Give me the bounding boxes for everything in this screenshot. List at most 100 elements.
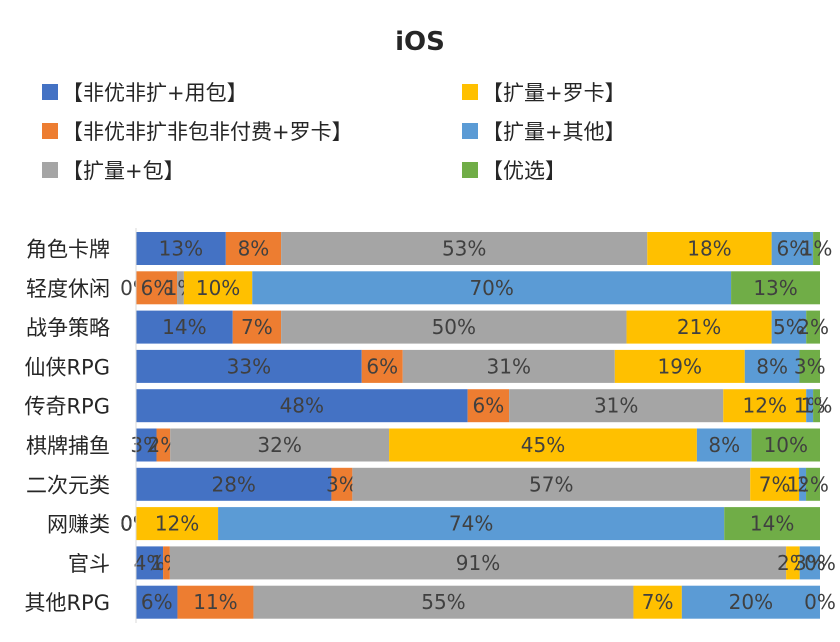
bar-segment-series-4 <box>750 467 800 501</box>
legend-swatch-series-6 <box>462 162 478 178</box>
bar-segment-series-6 <box>731 271 820 305</box>
bar-segment-series-2 <box>156 428 171 462</box>
data-label-series-5: 74% <box>449 512 493 536</box>
bar-segment-series-3 <box>402 349 615 383</box>
bar-segment-series-4 <box>723 389 807 423</box>
data-label-series-2: 6% <box>141 276 173 300</box>
bar-segment-series-4 <box>633 585 682 619</box>
bar-segment-series-5 <box>218 507 725 541</box>
category-label: 战争策略 <box>26 316 110 340</box>
bar-segment-series-5 <box>696 428 752 462</box>
data-label-series-6: 3% <box>794 354 826 378</box>
bar-segment-series-4 <box>626 310 772 344</box>
bar-segment-series-4 <box>647 232 772 265</box>
data-label-series-1: 6% <box>141 590 173 614</box>
data-label-series-1: 13% <box>159 237 203 261</box>
bar-segment-series-1 <box>136 585 178 619</box>
data-label-series-4: 7% <box>642 590 674 614</box>
bar-segment-series-4 <box>786 546 800 580</box>
bar-segment-series-5 <box>771 232 814 265</box>
bar-segment-series-4 <box>183 271 253 305</box>
data-label-series-4: 12% <box>155 512 199 536</box>
bar-segment-series-6 <box>813 389 820 423</box>
category-label: 棋牌捕鱼 <box>26 434 110 458</box>
data-label-series-1: 4% <box>134 551 166 575</box>
data-label-series-6: 13% <box>753 276 797 300</box>
data-label-series-3: 32% <box>257 433 301 457</box>
data-label-series-1: 48% <box>280 394 324 418</box>
data-label-series-4: 45% <box>521 433 565 457</box>
data-label-series-2: 6% <box>472 394 504 418</box>
data-label-series-6: 14% <box>750 512 794 536</box>
category-label: 传奇RPG <box>24 395 110 419</box>
data-label-series-5: 8% <box>708 433 740 457</box>
category-label: 轻度休闲 <box>26 277 110 301</box>
bar-segment-series-3 <box>170 428 390 462</box>
bar-segment-series-4 <box>614 349 745 383</box>
data-label-series-3: 31% <box>487 354 531 378</box>
data-label-series-4: 12% <box>743 394 787 418</box>
bar-segment-series-6 <box>724 507 820 541</box>
legend-swatch-series-5 <box>462 123 478 139</box>
bar-segment-series-1 <box>136 310 233 344</box>
bar-segment-series-2 <box>361 349 403 383</box>
category-label: 二次元类 <box>26 473 110 497</box>
data-label-series-2: 7% <box>241 315 273 339</box>
bar-segment-series-1 <box>136 389 468 423</box>
data-label-series-2: 6% <box>366 354 398 378</box>
legend-label-series-4: 【扩量+罗卡】 <box>482 81 626 105</box>
chart-title: iOS <box>395 27 445 57</box>
bar-segment-series-1 <box>136 428 157 462</box>
data-label-series-6: 1% <box>801 394 833 418</box>
bar-segment-series-1 <box>136 232 226 265</box>
legend-label-series-1: 【非优非扩+用包】 <box>62 81 248 105</box>
bar-segment-series-2 <box>177 585 254 619</box>
bar-segment-series-4 <box>389 428 697 462</box>
category-label: 官斗 <box>68 552 110 576</box>
data-label-series-5: 8% <box>756 354 788 378</box>
data-label-series-3: 57% <box>529 472 573 496</box>
legend-swatch-series-2 <box>42 123 58 139</box>
bar-segment-series-1 <box>136 546 164 580</box>
data-label-series-5: 5% <box>773 315 805 339</box>
legend: 【非优非扩+用包】【非优非扩非包非付费+罗卡】【扩量+包】 【扩量+罗卡】【扩量+… <box>42 81 626 183</box>
data-label-series-3: 91% <box>456 551 500 575</box>
bar-segment-series-5 <box>799 467 807 501</box>
bar-segment-series-2 <box>232 310 282 344</box>
data-label-series-3: 55% <box>421 590 465 614</box>
data-label-series-6: 1% <box>801 237 833 261</box>
bar-segment-series-6 <box>813 232 820 265</box>
data-label-series-4: 18% <box>687 237 731 261</box>
bar-segment-series-3 <box>352 467 751 501</box>
data-label-series-1: 28% <box>211 472 255 496</box>
data-label-series-3: 50% <box>432 315 476 339</box>
bar-segment-series-5 <box>799 546 820 580</box>
bar-segment-series-3 <box>281 232 648 265</box>
data-label-series-1: 14% <box>162 315 206 339</box>
legend-label-series-6: 【优选】 <box>482 159 566 183</box>
bar-segment-series-6 <box>806 467 820 501</box>
bar-segment-series-6 <box>799 349 820 383</box>
data-label-series-4: 19% <box>658 354 702 378</box>
bar-segment-series-6 <box>751 428 820 462</box>
bar-segment-series-5 <box>806 389 814 423</box>
data-label-series-6: 2% <box>797 315 829 339</box>
bar-segment-series-4 <box>136 507 219 541</box>
bar-segment-series-5 <box>771 310 807 344</box>
bar-segment-series-2 <box>136 271 178 305</box>
category-label: 网赚类 <box>47 513 110 537</box>
bar-segment-series-5 <box>744 349 800 383</box>
category-label: 其他RPG <box>24 591 110 615</box>
legend-label-series-2: 【非优非扩非包非付费+罗卡】 <box>62 120 353 144</box>
bar-segment-series-1 <box>136 467 332 501</box>
bar-segment-series-5 <box>681 585 820 619</box>
data-label-series-5: 3% <box>794 551 826 575</box>
data-label-series-5: 6% <box>776 237 808 261</box>
data-label-series-2: 8% <box>238 237 270 261</box>
data-label-series-5: 1% <box>794 394 826 418</box>
bar-segment-series-2 <box>467 389 510 423</box>
data-label-series-3: 31% <box>594 394 638 418</box>
bar-segment-series-3 <box>177 271 184 305</box>
